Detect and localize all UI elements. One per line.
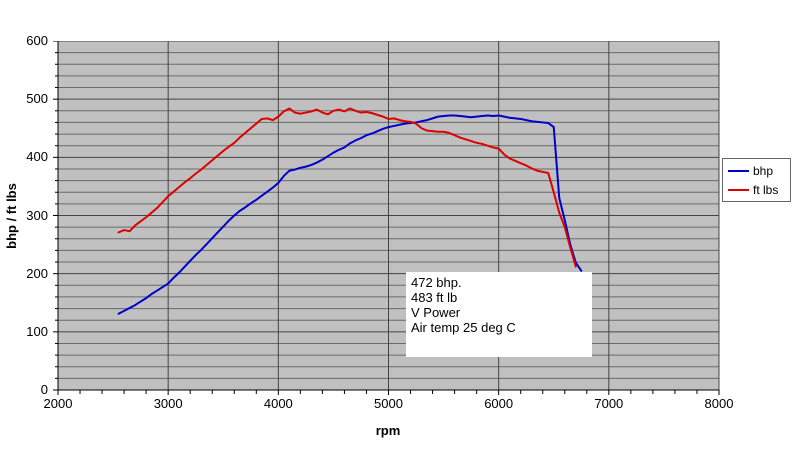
y-tick-label: 300 <box>26 207 48 223</box>
y-tick-label: 200 <box>26 265 48 281</box>
legend-label-bhp: bhp <box>753 163 774 178</box>
x-tick-label: 4000 <box>263 396 293 411</box>
legend: bhp ft lbs <box>722 158 791 202</box>
ftlbs-line-swatch <box>728 188 749 191</box>
y-tick-label: 500 <box>26 91 48 107</box>
gridlines <box>58 41 720 390</box>
x-tick-label: 3000 <box>153 396 183 411</box>
legend-entry-bhp: bhp <box>728 165 790 177</box>
annotation-box: 472 bhp. 483 ft lb V Power Air temp 25 d… <box>406 272 592 357</box>
plot-area <box>53 41 720 395</box>
annotation-line-peak-torque: 483 ft lb <box>411 290 458 305</box>
y-tick-label: 0 <box>40 382 48 397</box>
y-tick-label: 600 <box>26 33 48 48</box>
x-tick-label: 7000 <box>594 396 624 411</box>
ftlbs-series-line <box>117 107 577 268</box>
x-tick-label: 6000 <box>484 396 514 411</box>
axes <box>53 41 720 395</box>
annotation-line-fuel: V Power <box>411 305 461 320</box>
legend-entry-ftlbs: ft lbs <box>728 184 790 196</box>
bhp-series-line <box>117 114 583 315</box>
annotation-line-peak-bhp: 472 bhp. <box>411 275 462 290</box>
annotation-line-air-temp: Air temp 25 deg C <box>411 320 516 335</box>
x-tick-label: 5000 <box>374 396 403 411</box>
y-axis-title: bhp / ft lbs <box>4 183 19 249</box>
y-tick-label: 400 <box>26 149 48 165</box>
x-tick-label: 2000 <box>43 396 73 411</box>
y-tick-label: 100 <box>26 323 48 339</box>
x-tick-label: 8000 <box>704 396 734 411</box>
bhp-line-swatch <box>728 169 749 172</box>
x-axis-title: rpm <box>375 423 401 438</box>
legend-label-ftlbs: ft lbs <box>753 182 779 197</box>
